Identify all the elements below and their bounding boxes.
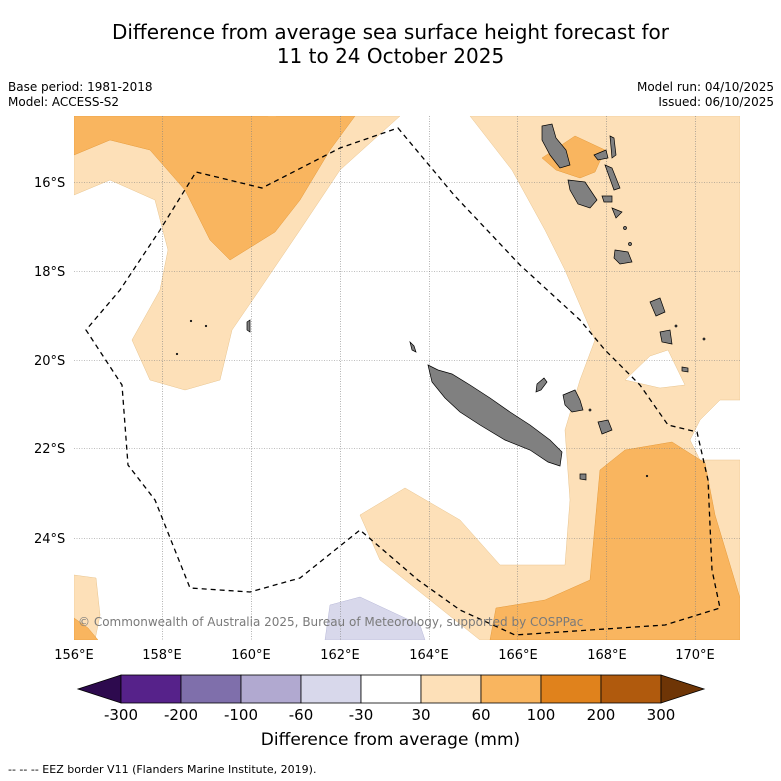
islet-3: [674, 324, 678, 328]
lon-label-170e: 170°E: [675, 648, 715, 663]
island-mare: [597, 419, 613, 435]
lat-label-20s: 20°S: [34, 354, 65, 369]
eez-border: [85, 127, 721, 636]
title-line-1: Difference from average sea surface heig…: [111, 20, 670, 44]
lat-label-18s: 18°S: [34, 265, 65, 280]
lat-label-24s: 24°S: [34, 532, 65, 547]
colorbar-segment: [120, 674, 182, 704]
chart-title: Difference from average sea surface heig…: [0, 20, 781, 68]
island-maewo: [609, 135, 617, 159]
colorbar-tick-label: 30: [411, 706, 430, 724]
colorbar-segment: [600, 674, 662, 704]
island-chesterfield: [246, 319, 251, 333]
island-malekula: [567, 179, 598, 209]
colorbar-segment: [360, 674, 422, 704]
contour-minus30-south: [324, 596, 426, 640]
contour-60-100-south: [489, 441, 740, 640]
contour-60-100-spike: [268, 116, 276, 125]
model-name: Model: ACCESS-S2: [8, 95, 120, 109]
colorbar-arrow-right: [660, 674, 706, 704]
island-ouvea: [535, 377, 548, 393]
contour-60-100-vanuatu: [541, 135, 606, 179]
copyright-text: © Commonwealth of Australia 2025, Bureau…: [78, 615, 583, 629]
islet-1: [623, 226, 627, 230]
colorbar-segment: [420, 674, 482, 704]
land-masses: [175, 123, 706, 481]
island-ambrym: [601, 195, 613, 203]
islet-7: [204, 324, 208, 328]
island-belep: [409, 340, 417, 353]
eez-footnote: -- -- -- EEZ border V11 (Flanders Marine…: [8, 763, 317, 776]
colorbar-segment: [300, 674, 362, 704]
colorbar-arrow-left: [76, 674, 122, 704]
lon-label-156e: 156°E: [54, 648, 94, 663]
colorbar-segment: [480, 674, 542, 704]
contour-60-100-southwest: [74, 617, 99, 640]
island-lifou: [562, 389, 584, 413]
contour-60-100-northwest: [74, 116, 356, 261]
map-area: © Commonwealth of Australia 2025, Bureau…: [74, 116, 740, 640]
title-line-2: 11 to 24 October 2025: [276, 44, 505, 68]
lon-label-162e: 162°E: [320, 648, 360, 663]
meta-left: Base period: 1981-2018 Model: ACCESS-S2: [8, 80, 153, 110]
lat-label-16s: 16°S: [34, 176, 65, 191]
islet-4: [702, 337, 706, 341]
new-caledonia-main: [427, 364, 563, 467]
island-aneityum: [681, 366, 689, 373]
colorbar-tick-label: 60: [471, 706, 490, 724]
colorbar-tick-label: -30: [349, 706, 374, 724]
colorbar-title: Difference from average (mm): [260, 730, 521, 750]
colorbar: [76, 674, 706, 704]
meta-right: Model run: 04/10/2025 Issued: 06/10/2025: [637, 80, 774, 110]
colorbar-tick-label: 100: [527, 706, 556, 724]
lon-label-166e: 166°E: [498, 648, 538, 663]
lon-label-164e: 164°E: [409, 648, 449, 663]
base-period: Base period: 1981-2018: [8, 80, 153, 94]
lon-label-160e: 160°E: [231, 648, 271, 663]
colorbar-tick-label: 300: [647, 706, 676, 724]
colorbar-segment: [180, 674, 242, 704]
islet-5: [588, 408, 592, 412]
model-run: Model run: 04/10/2025: [636, 80, 774, 94]
island-efate: [613, 249, 633, 265]
islet-6: [189, 319, 193, 323]
colorbar-tick-label: 200: [587, 706, 616, 724]
island-tanna: [659, 329, 673, 345]
colorbar-tick-label: -100: [224, 706, 258, 724]
issued-date: Issued: 06/10/2025: [658, 95, 774, 109]
island-walpole: [579, 473, 587, 481]
lat-labels: 16°S 18°S 20°S 22°S 24°S: [34, 176, 65, 547]
lat-label-22s: 22°S: [34, 442, 65, 457]
island-espiritu-santo: [541, 123, 571, 169]
island-pentecost: [604, 164, 621, 191]
colorbar-segment: [240, 674, 302, 704]
islet-9: [645, 474, 649, 478]
lon-label-168e: 168°E: [587, 648, 627, 663]
lon-labels: 156°E 158°E 160°E 162°E 164°E 166°E 168°…: [54, 648, 715, 663]
islet-8: [175, 352, 179, 356]
islet-2: [628, 242, 632, 246]
colorbar-tick-label: -60: [289, 706, 314, 724]
colorbar-ticks: -300 -200 -100 -60 -30 30 60 100 200 300: [104, 706, 675, 724]
colorbar-tick-label: -200: [164, 706, 198, 724]
graticule: [74, 116, 740, 640]
colorbar-tick-label: -300: [104, 706, 138, 724]
contour-white-pocket: [624, 349, 686, 389]
island-ambae: [593, 149, 609, 161]
lon-label-158e: 158°E: [142, 648, 182, 663]
colorbar-segment: [540, 674, 602, 704]
island-epi: [611, 207, 623, 219]
island-erromango: [649, 297, 666, 317]
